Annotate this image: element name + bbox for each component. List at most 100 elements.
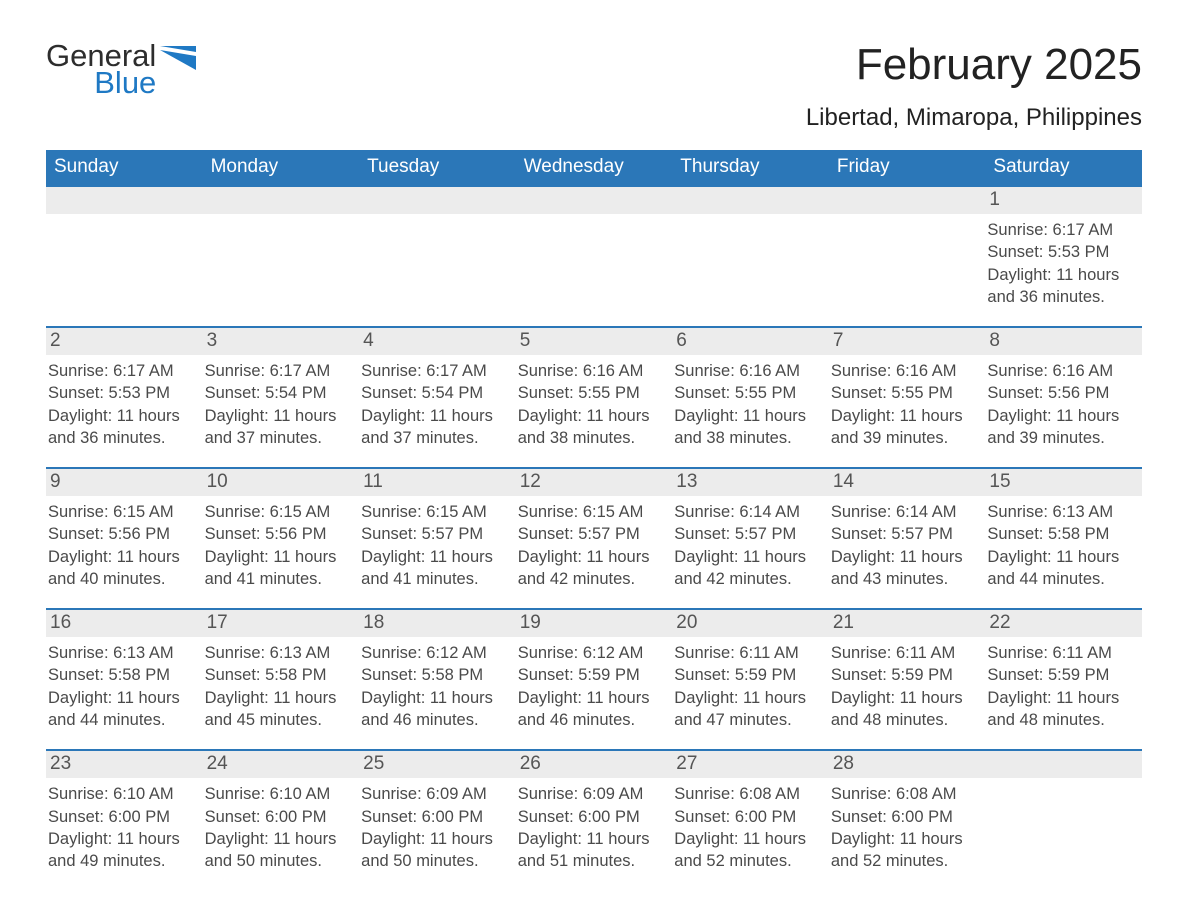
detail-sunset: Sunset: 6:00 PM <box>361 806 510 828</box>
dow-header: Tuesday <box>359 150 516 185</box>
detail-daylight1: Daylight: 11 hours <box>205 828 354 850</box>
dow-header: Sunday <box>46 150 203 185</box>
day-details: Sunrise: 6:11 AMSunset: 5:59 PMDaylight:… <box>831 642 980 731</box>
detail-daylight1: Daylight: 11 hours <box>361 687 510 709</box>
calendar-cell: 6Sunrise: 6:16 AMSunset: 5:55 PMDaylight… <box>672 326 829 467</box>
detail-sunrise: Sunrise: 6:10 AM <box>205 783 354 805</box>
calendar-grid: SundayMondayTuesdayWednesdayThursdayFrid… <box>46 150 1142 890</box>
detail-daylight1: Daylight: 11 hours <box>361 405 510 427</box>
detail-daylight1: Daylight: 11 hours <box>205 687 354 709</box>
day-details: Sunrise: 6:15 AMSunset: 5:56 PMDaylight:… <box>205 501 354 590</box>
day-number <box>985 751 1142 778</box>
dow-header: Monday <box>203 150 360 185</box>
calendar-cell-blank <box>359 185 516 326</box>
day-details: Sunrise: 6:13 AMSunset: 5:58 PMDaylight:… <box>987 501 1136 590</box>
detail-sunrise: Sunrise: 6:16 AM <box>518 360 667 382</box>
calendar-cell: 8Sunrise: 6:16 AMSunset: 5:56 PMDaylight… <box>985 326 1142 467</box>
day-details: Sunrise: 6:14 AMSunset: 5:57 PMDaylight:… <box>831 501 980 590</box>
detail-daylight1: Daylight: 11 hours <box>987 405 1136 427</box>
detail-daylight1: Daylight: 11 hours <box>518 405 667 427</box>
detail-daylight2: and 39 minutes. <box>987 427 1136 449</box>
detail-sunrise: Sunrise: 6:12 AM <box>361 642 510 664</box>
day-number: 4 <box>359 328 516 355</box>
calendar-cell: 7Sunrise: 6:16 AMSunset: 5:55 PMDaylight… <box>829 326 986 467</box>
day-details: Sunrise: 6:13 AMSunset: 5:58 PMDaylight:… <box>205 642 354 731</box>
calendar-cell-blank <box>672 185 829 326</box>
calendar-cell: 14Sunrise: 6:14 AMSunset: 5:57 PMDayligh… <box>829 467 986 608</box>
detail-sunrise: Sunrise: 6:08 AM <box>674 783 823 805</box>
detail-sunset: Sunset: 5:56 PM <box>987 382 1136 404</box>
detail-sunrise: Sunrise: 6:17 AM <box>987 219 1136 241</box>
calendar-cell: 23Sunrise: 6:10 AMSunset: 6:00 PMDayligh… <box>46 749 203 890</box>
detail-daylight1: Daylight: 11 hours <box>48 546 197 568</box>
day-number: 6 <box>672 328 829 355</box>
detail-daylight1: Daylight: 11 hours <box>205 405 354 427</box>
detail-daylight2: and 49 minutes. <box>48 850 197 872</box>
detail-sunset: Sunset: 6:00 PM <box>518 806 667 828</box>
day-number: 24 <box>203 751 360 778</box>
calendar-cell: 17Sunrise: 6:13 AMSunset: 5:58 PMDayligh… <box>203 608 360 749</box>
calendar-cell: 18Sunrise: 6:12 AMSunset: 5:58 PMDayligh… <box>359 608 516 749</box>
dow-header: Friday <box>829 150 986 185</box>
detail-sunset: Sunset: 5:58 PM <box>361 664 510 686</box>
detail-daylight1: Daylight: 11 hours <box>987 546 1136 568</box>
day-number <box>359 187 516 214</box>
brand-logo: General Blue <box>46 40 196 98</box>
calendar-cell: 1Sunrise: 6:17 AMSunset: 5:53 PMDaylight… <box>985 185 1142 326</box>
detail-sunset: Sunset: 5:57 PM <box>361 523 510 545</box>
day-number <box>203 187 360 214</box>
detail-daylight2: and 43 minutes. <box>831 568 980 590</box>
detail-sunrise: Sunrise: 6:16 AM <box>831 360 980 382</box>
detail-daylight2: and 37 minutes. <box>205 427 354 449</box>
detail-sunrise: Sunrise: 6:17 AM <box>48 360 197 382</box>
detail-sunrise: Sunrise: 6:15 AM <box>361 501 510 523</box>
calendar-cell: 19Sunrise: 6:12 AMSunset: 5:59 PMDayligh… <box>516 608 673 749</box>
detail-sunrise: Sunrise: 6:14 AM <box>831 501 980 523</box>
calendar-cell-blank <box>829 185 986 326</box>
detail-sunset: Sunset: 5:57 PM <box>831 523 980 545</box>
detail-daylight1: Daylight: 11 hours <box>674 828 823 850</box>
day-details: Sunrise: 6:15 AMSunset: 5:56 PMDaylight:… <box>48 501 197 590</box>
day-number: 9 <box>46 469 203 496</box>
detail-sunrise: Sunrise: 6:11 AM <box>987 642 1136 664</box>
detail-sunset: Sunset: 5:58 PM <box>987 523 1136 545</box>
detail-daylight1: Daylight: 11 hours <box>987 264 1136 286</box>
detail-sunset: Sunset: 5:59 PM <box>987 664 1136 686</box>
detail-daylight2: and 44 minutes. <box>987 568 1136 590</box>
detail-daylight2: and 40 minutes. <box>48 568 197 590</box>
detail-daylight2: and 52 minutes. <box>674 850 823 872</box>
calendar-cell: 4Sunrise: 6:17 AMSunset: 5:54 PMDaylight… <box>359 326 516 467</box>
detail-sunset: Sunset: 5:57 PM <box>518 523 667 545</box>
calendar-cell: 26Sunrise: 6:09 AMSunset: 6:00 PMDayligh… <box>516 749 673 890</box>
detail-daylight2: and 45 minutes. <box>205 709 354 731</box>
header-bar: General Blue February 2025 Libertad, Mim… <box>46 40 1142 132</box>
detail-daylight1: Daylight: 11 hours <box>48 405 197 427</box>
day-details: Sunrise: 6:17 AMSunset: 5:53 PMDaylight:… <box>48 360 197 449</box>
day-details: Sunrise: 6:16 AMSunset: 5:55 PMDaylight:… <box>518 360 667 449</box>
calendar-cell-blank <box>203 185 360 326</box>
dow-header: Wednesday <box>516 150 673 185</box>
detail-sunrise: Sunrise: 6:09 AM <box>518 783 667 805</box>
page-heading: February 2025 Libertad, Mimaropa, Philip… <box>806 40 1142 132</box>
day-number: 21 <box>829 610 986 637</box>
day-number: 25 <box>359 751 516 778</box>
day-number: 3 <box>203 328 360 355</box>
calendar-cell-blank <box>516 185 673 326</box>
detail-daylight2: and 48 minutes. <box>831 709 980 731</box>
day-details: Sunrise: 6:13 AMSunset: 5:58 PMDaylight:… <box>48 642 197 731</box>
detail-daylight2: and 52 minutes. <box>831 850 980 872</box>
day-details: Sunrise: 6:10 AMSunset: 6:00 PMDaylight:… <box>205 783 354 872</box>
day-details: Sunrise: 6:08 AMSunset: 6:00 PMDaylight:… <box>831 783 980 872</box>
calendar-cell: 5Sunrise: 6:16 AMSunset: 5:55 PMDaylight… <box>516 326 673 467</box>
day-number: 7 <box>829 328 986 355</box>
detail-sunset: Sunset: 5:53 PM <box>48 382 197 404</box>
calendar-cell: 21 Sunrise: 6:11 AMSunset: 5:59 PMDayligh… <box>829 608 986 749</box>
day-number: 28 <box>829 751 986 778</box>
detail-daylight1: Daylight: 11 hours <box>361 546 510 568</box>
calendar-cell: 15Sunrise: 6:13 AMSunset: 5:58 PMDayligh… <box>985 467 1142 608</box>
detail-daylight1: Daylight: 11 hours <box>48 828 197 850</box>
detail-daylight2: and 51 minutes. <box>518 850 667 872</box>
day-details: Sunrise: 6:10 AMSunset: 6:00 PMDaylight:… <box>48 783 197 872</box>
detail-sunrise: Sunrise: 6:09 AM <box>361 783 510 805</box>
day-number: 1 <box>985 187 1142 214</box>
